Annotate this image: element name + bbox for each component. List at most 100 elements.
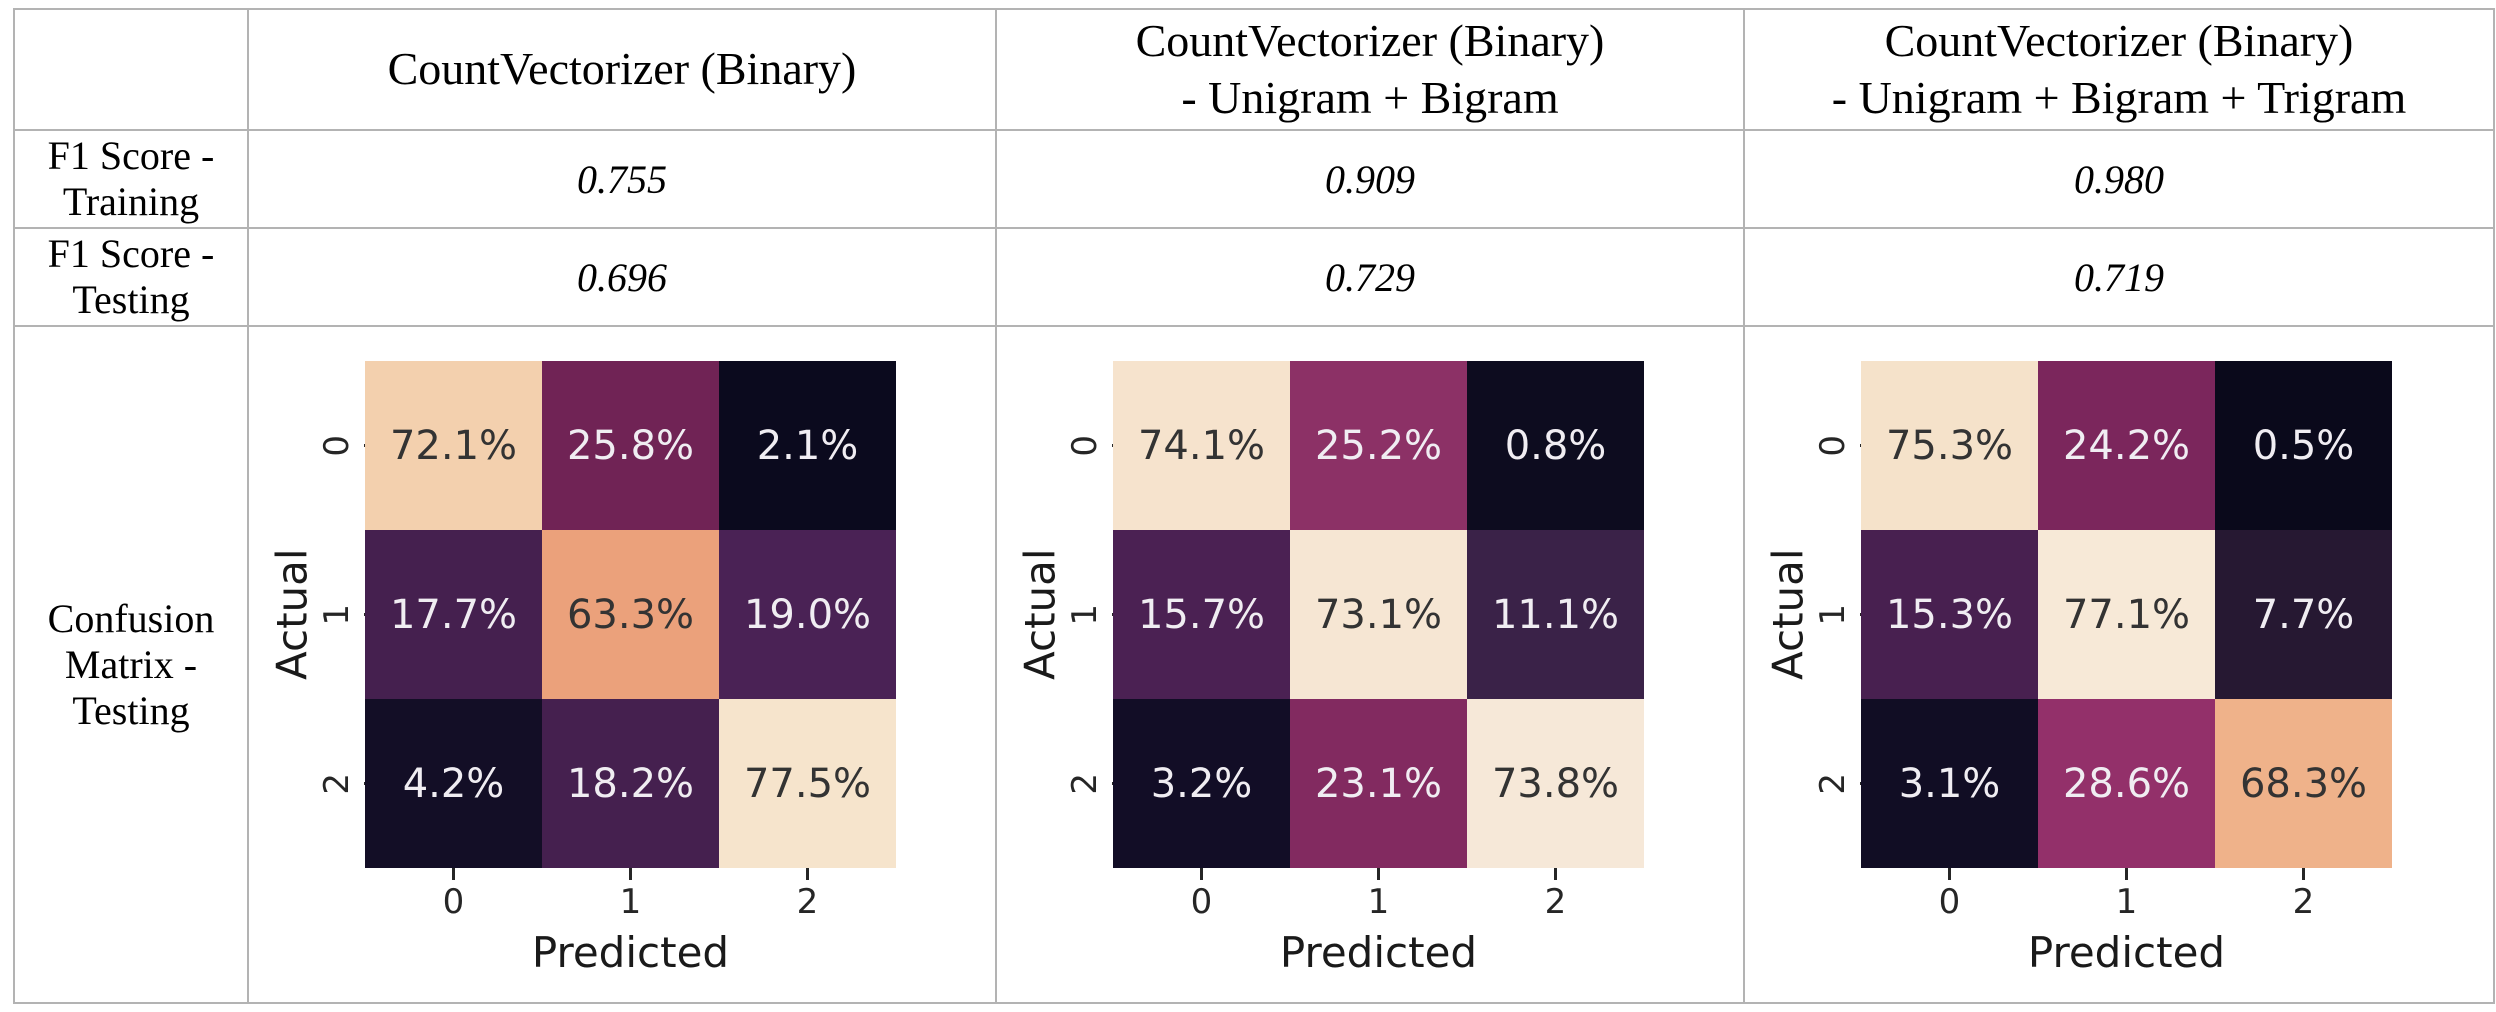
heatmap-cell: 74.1% — [1113, 361, 1290, 530]
x-axis-ticks: 0 1 2 — [1113, 868, 1644, 922]
y-tick: 2 — [1065, 699, 1113, 868]
x-tick-mark — [1554, 868, 1557, 880]
heatmap-cell: 3.1% — [1861, 699, 2038, 868]
heatmap-figure: Actual 0 1 2 74.1% 25.2% 0.8% 15.7% 73.1% 11.1%… — [997, 327, 1644, 977]
heatmap-cell: 77.1% — [2038, 530, 2215, 699]
heatmap-cell: 72.1% — [365, 361, 542, 530]
y-tick-label: 1 — [1065, 603, 1105, 626]
x-tick-label: 0 — [442, 882, 465, 922]
y-tick-label: 1 — [317, 603, 357, 626]
y-axis-ticks: 0 1 2 — [317, 361, 365, 868]
f1-training-value-col3: 0.980 — [1745, 131, 2493, 229]
y-axis-ticks: 0 1 2 — [1065, 361, 1113, 868]
y-tick: 0 — [317, 361, 365, 530]
results-table: CountVectorizer (Binary) CountVectorizer… — [13, 8, 2495, 1004]
y-tick-mark — [364, 782, 365, 785]
x-axis-label: Predicted — [1279, 928, 1478, 977]
y-axis-label: Actual — [1015, 548, 1065, 681]
heatmap-cell: 73.1% — [1290, 530, 1467, 699]
x-tick-mark — [2302, 868, 2305, 880]
x-axis-label: Predicted — [531, 928, 730, 977]
heatmap-cell: 28.6% — [2038, 699, 2215, 868]
heatmap-cell: 2.1% — [719, 361, 896, 530]
heatmap-cell: 17.7% — [365, 530, 542, 699]
x-tick-label: 2 — [2292, 882, 2315, 922]
y-tick-mark — [1112, 444, 1113, 447]
x-tick: 1 — [1290, 868, 1467, 922]
heatmap-cell: 25.2% — [1290, 361, 1467, 530]
heatmap-cell: 68.3% — [2215, 699, 2392, 868]
heatmap-cell: 0.8% — [1467, 361, 1644, 530]
column-title: CountVectorizer (Binary) — [387, 43, 857, 95]
y-tick: 1 — [1813, 530, 1861, 699]
x-tick: 1 — [2038, 868, 2215, 922]
y-tick-label: 2 — [1813, 772, 1853, 795]
heatmap-figure: Actual 0 1 2 75.3% 24.2% 0.5% 15.3% 77.1% 7.7% 3… — [1745, 327, 2392, 977]
heatmap-cell: 15.7% — [1113, 530, 1290, 699]
y-tick-mark — [1860, 613, 1861, 616]
heatmap-cell: 73.8% — [1467, 699, 1644, 868]
y-tick-mark — [1860, 782, 1861, 785]
y-tick-label: 2 — [317, 772, 357, 795]
row-header-f1-training: F1 Score - Training — [15, 131, 249, 229]
x-axis-ticks: 0 1 2 — [365, 868, 896, 922]
x-tick-mark — [1377, 868, 1380, 880]
heatmap-grid: 72.1% 25.8% 2.1% 17.7% 63.3% 19.0% 4.2% 18.2% 77… — [365, 361, 896, 868]
x-tick: 1 — [542, 868, 719, 922]
y-axis-label: Actual — [267, 548, 317, 681]
x-tick: 0 — [365, 868, 542, 922]
x-tick-label: 0 — [1190, 882, 1213, 922]
y-axis-label: Actual — [1763, 548, 1813, 681]
heatmap-grid: 74.1% 25.2% 0.8% 15.7% 73.1% 11.1% 3.2% 23.1% 73… — [1113, 361, 1644, 868]
column-header-unigram-bigram: CountVectorizer (Binary) - Unigram + Big… — [997, 10, 1745, 131]
column-header-unigram-bigram-trigram: CountVectorizer (Binary) - Unigram + Big… — [1745, 10, 2493, 131]
x-tick-label: 1 — [2115, 882, 2138, 922]
column-subtitle: - Unigram + Bigram — [1181, 71, 1559, 123]
y-tick: 1 — [1065, 530, 1113, 699]
y-tick: 0 — [1065, 361, 1113, 530]
heatmap-cell: 25.8% — [542, 361, 719, 530]
heatmap-figure: Actual 0 1 2 72.1% 25.8% 2.1% 17.7% 63.3% 19.0%… — [249, 327, 896, 977]
heatmap-plot: 74.1% 25.2% 0.8% 15.7% 73.1% 11.1% 3.2% 23.1% 73… — [1113, 361, 1644, 977]
y-tick-mark — [1112, 782, 1113, 785]
heatmap-cell: 24.2% — [2038, 361, 2215, 530]
x-tick-mark — [452, 868, 455, 880]
f1-testing-value-col3: 0.719 — [1745, 229, 2493, 327]
f1-training-value-col2: 0.909 — [997, 131, 1745, 229]
x-tick-mark — [1948, 868, 1951, 880]
heatmap-cell: 19.0% — [719, 530, 896, 699]
heatmap-cell: 75.3% — [1861, 361, 2038, 530]
y-tick-label: 1 — [1813, 603, 1853, 626]
x-tick: 2 — [1467, 868, 1644, 922]
confusion-matrix-col1: Actual 0 1 2 72.1% 25.8% 2.1% 17.7% 63.3% 19.0%… — [249, 327, 997, 1002]
y-tick-label: 0 — [317, 434, 357, 457]
x-tick-label: 1 — [1367, 882, 1390, 922]
heatmap-cell: 15.3% — [1861, 530, 2038, 699]
x-tick: 2 — [719, 868, 896, 922]
x-tick-label: 2 — [1544, 882, 1567, 922]
heatmap-cell: 63.3% — [542, 530, 719, 699]
heatmap-plot: 75.3% 24.2% 0.5% 15.3% 77.1% 7.7% 3.1% 28.6% 68.… — [1861, 361, 2392, 977]
heatmap-cell: 23.1% — [1290, 699, 1467, 868]
x-tick-label: 0 — [1938, 882, 1961, 922]
x-tick-mark — [2125, 868, 2128, 880]
y-tick-mark — [1112, 613, 1113, 616]
heatmap-plot: 72.1% 25.8% 2.1% 17.7% 63.3% 19.0% 4.2% 18.2% 77… — [365, 361, 896, 977]
heatmap-grid: 75.3% 24.2% 0.5% 15.3% 77.1% 7.7% 3.1% 28.6% 68.… — [1861, 361, 2392, 868]
column-title: CountVectorizer (Binary) — [1135, 15, 1605, 67]
x-tick: 0 — [1861, 868, 2038, 922]
y-tick-mark — [364, 444, 365, 447]
row-header-confusion-matrix: Confusion Matrix - Testing — [15, 327, 249, 1002]
corner-cell — [15, 10, 249, 131]
column-title: CountVectorizer (Binary) — [1884, 15, 2354, 67]
f1-training-value-col1: 0.755 — [249, 131, 997, 229]
x-tick-label: 2 — [796, 882, 819, 922]
row-header-f1-testing: F1 Score - Testing — [15, 229, 249, 327]
y-tick: 2 — [1813, 699, 1861, 868]
y-axis-ticks: 0 1 2 — [1813, 361, 1861, 868]
column-header-countvectorizer-binary: CountVectorizer (Binary) — [249, 10, 997, 131]
x-tick: 2 — [2215, 868, 2392, 922]
heatmap-cell: 4.2% — [365, 699, 542, 868]
f1-testing-value-col2: 0.729 — [997, 229, 1745, 327]
